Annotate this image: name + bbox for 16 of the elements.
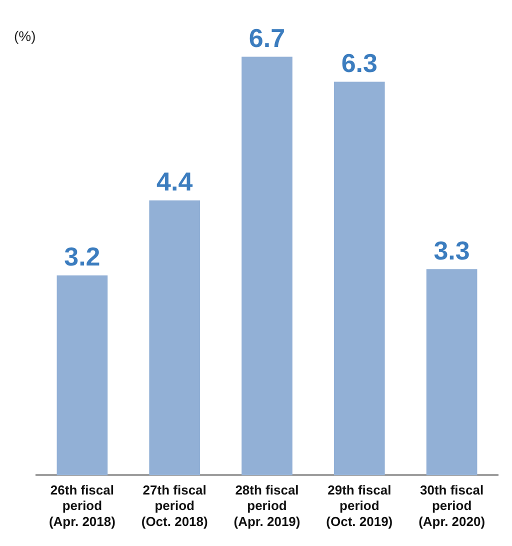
x-tick-label: 29th fiscal period (Oct. 2019) bbox=[326, 482, 393, 529]
y-axis-title: (%) bbox=[14, 28, 36, 44]
x-tick-label: 26th fiscal period (Apr. 2018) bbox=[48, 482, 116, 529]
data-label: 3.2 bbox=[64, 242, 100, 272]
bar bbox=[56, 275, 108, 476]
data-label: 6.3 bbox=[341, 48, 378, 78]
x-tick-label: 28th fiscal period (Apr. 2019) bbox=[234, 482, 300, 529]
bar bbox=[149, 200, 200, 476]
bar bbox=[426, 269, 478, 476]
x-tick-label: 27th fiscal period (Oct. 2018) bbox=[141, 482, 208, 529]
data-label: 6.7 bbox=[248, 22, 286, 53]
bar bbox=[334, 82, 385, 476]
data-label: 4.4 bbox=[156, 166, 194, 197]
data-label: 3.3 bbox=[434, 235, 470, 266]
bar bbox=[242, 56, 292, 476]
x-tick-label: 30th fiscal period (Apr. 2020) bbox=[418, 482, 486, 529]
